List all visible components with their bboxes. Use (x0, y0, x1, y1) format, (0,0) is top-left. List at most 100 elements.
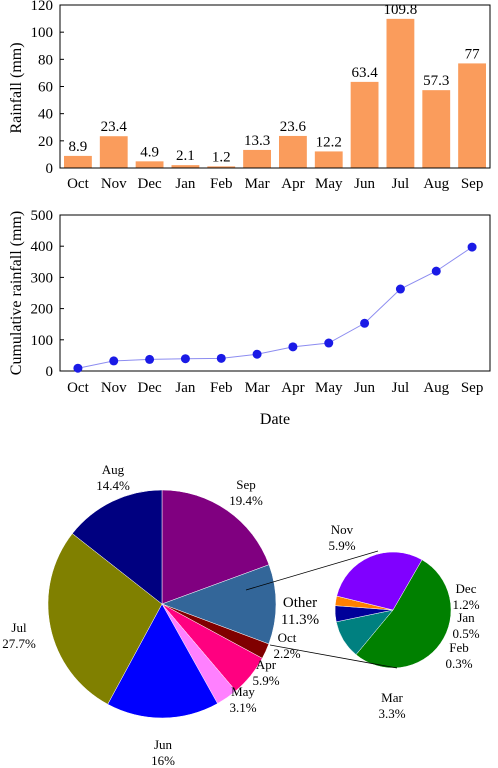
line-x-tick-label: Apr (281, 380, 304, 396)
bar-data-label-oct: 8.9 (69, 139, 88, 155)
bar-apr (279, 135, 307, 168)
connector-line-top (245, 550, 379, 591)
pie-label-other: Other (283, 595, 317, 611)
line-point-feb (216, 353, 226, 363)
bar-data-label-jan: 2.1 (176, 148, 195, 164)
sub-pie-label-jan: Jan (457, 610, 475, 625)
bar-x-tick-label: Jan (175, 176, 195, 192)
bar-x-tick-label: Mar (245, 176, 270, 192)
line-x-tick-label: Jul (392, 380, 410, 396)
bar-x-tick-label: Oct (67, 176, 89, 192)
bar-y-tick-label: 0 (46, 161, 54, 177)
line-x-axis-label: Date (260, 411, 290, 428)
bar-nov (99, 136, 128, 168)
sub-pie-slice-mar (336, 551, 423, 611)
sub-pie-label-mar: Mar (381, 690, 403, 705)
bar-y-tick-label: 60 (38, 80, 53, 96)
sub-pie-pct-jan: 0.5% (452, 626, 479, 641)
bar-data-label-sep: 77 (465, 46, 481, 62)
bar-x-tick-label: Dec (138, 176, 162, 192)
pie-pct-may: 3.1% (229, 700, 256, 715)
line-axes: 0 100 200 300 400 500 Oct Nov Dec Jan Feb Mar Apr May… (31, 208, 491, 396)
bar-y-tick-label: 120 (31, 0, 54, 14)
main-pie-slice-jul (47, 533, 163, 705)
bar-sep (458, 63, 486, 168)
pie-pct-other: 11.3% (281, 612, 319, 628)
bar-data-label-jun: 63.4 (351, 65, 378, 81)
bar-feb (207, 166, 236, 168)
bar-oct (64, 155, 92, 168)
bar-x-tick-label: Feb (210, 176, 233, 192)
sub-pie-pct-feb: 0.3% (445, 656, 472, 671)
line-x-tick-label: Jun (354, 380, 375, 396)
bar-data-labels: 8.9 23.4 4.9 2.1 1.2 13.3 23.6 12.2 63.4 109.8 57.… (69, 2, 481, 166)
sub-pie-label-dec: Dec (456, 581, 477, 596)
line-x-tick-label: Oct (67, 380, 89, 396)
bar-y-tick-label: 20 (38, 134, 53, 150)
pie-of-pie-chart: Sep19.4%Other11.3%Oct2.2%Apr5.9%May3.1%J… (2, 462, 480, 768)
bar-data-label-may: 12.2 (316, 134, 342, 150)
bar-x-tick-label: Sep (461, 176, 484, 192)
bar-y-tick-label: 40 (38, 107, 53, 123)
bar-data-label-aug: 57.3 (423, 73, 449, 89)
line-point-may (324, 338, 334, 348)
main-pie-slice-other (161, 564, 277, 645)
sub-pie-label-nov: Nov (331, 522, 354, 537)
bar-axes: 0 20 40 60 80 100 120 Oct Nov Dec Jan Feb Mar Apr May J… (31, 0, 491, 192)
sub-pie-slice-nov (355, 559, 452, 669)
line-point-mar (252, 349, 262, 359)
bar-jun (350, 81, 379, 168)
bar-x-tick-label: Jun (354, 176, 375, 192)
main-pie (47, 489, 277, 719)
line-point-jul (395, 284, 405, 294)
sub-pie (334, 551, 452, 669)
line-y-tick-label: 0 (46, 364, 54, 380)
connector-line-bottom (269, 644, 398, 669)
line-point-nov (109, 356, 119, 366)
line-x-tick-label: Jan (175, 380, 195, 396)
sub-pie-pct-nov: 5.9% (328, 538, 355, 553)
line-y-tick-label: 400 (31, 239, 54, 255)
line-plot-frame (59, 214, 491, 372)
bar-marks (64, 18, 486, 169)
pie-labels: Sep19.4%Other11.3%Oct2.2%Apr5.9%May3.1%J… (2, 462, 480, 768)
pie-label-aug: Aug (102, 462, 125, 477)
line-x-tick-label: Dec (138, 380, 162, 396)
bar-y-axis-label: Rainfall (mm) (8, 42, 25, 133)
pie-pct-sep: 19.4% (229, 493, 263, 508)
pie-pct-jun: 16% (151, 753, 175, 768)
line-y-axis-label: Cumulative rainfall (mm) (8, 211, 25, 375)
sub-pie-pct-dec: 1.2% (452, 597, 479, 612)
bar-data-label-apr: 23.6 (280, 119, 307, 135)
line-x-tick-label: Mar (245, 380, 270, 396)
line-y-tick-label: 100 (31, 333, 54, 349)
pie-label-sep: Sep (236, 477, 256, 492)
line-point-jun (360, 318, 370, 328)
main-pie-slice-sep (161, 489, 270, 605)
bar-mar (243, 149, 271, 168)
line-point-aug (431, 266, 441, 276)
pie-connectors (245, 550, 398, 669)
sub-pie-label-feb: Feb (449, 640, 469, 655)
bar-data-label-dec: 4.9 (140, 144, 159, 160)
bar-jul (386, 18, 415, 169)
line-x-tick-label: Nov (101, 380, 127, 396)
cumulative-line (77, 246, 473, 369)
line-marks (73, 242, 477, 373)
bar-data-label-jul: 109.8 (384, 2, 418, 18)
bar-dec (135, 161, 164, 168)
bar-y-tick-label: 100 (31, 25, 54, 41)
bar-x-tick-label: Jul (392, 176, 410, 192)
bar-jan (171, 165, 200, 168)
line-chart: 0 100 200 300 400 500 Oct Nov Dec Jan Feb Mar Apr May… (8, 208, 491, 428)
line-point-dec (145, 354, 155, 364)
pie-pct-aug: 14.4% (96, 478, 130, 493)
bar-data-label-nov: 23.4 (101, 119, 128, 135)
line-y-tick-label: 200 (31, 302, 54, 318)
line-point-apr (288, 342, 298, 352)
main-pie-slice-aug (72, 489, 163, 605)
bar-aug (422, 90, 451, 168)
pie-pct-apr: 5.9% (252, 673, 279, 688)
pie-label-jul: Jul (11, 620, 27, 635)
